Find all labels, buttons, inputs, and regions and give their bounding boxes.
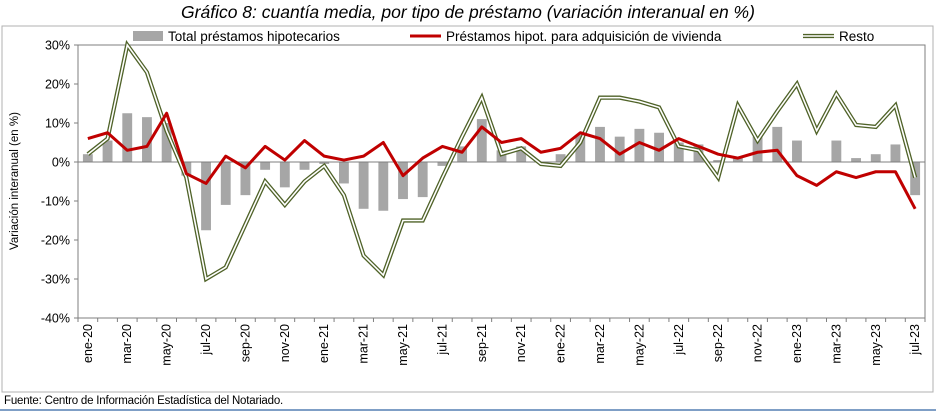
bar-ene-23 — [792, 140, 802, 162]
bar-mar-21 — [358, 162, 369, 209]
legend-label-resto: Resto — [839, 29, 874, 44]
bar-mar-20 — [122, 113, 133, 162]
x-tick-label-ene-22: ene-22 — [554, 324, 568, 363]
line-adquisicion-vivienda — [87, 111, 917, 210]
bar-may-22 — [634, 128, 645, 162]
bar-dic-22 — [772, 126, 783, 162]
bar-feb-22 — [575, 134, 586, 162]
bar-jun-22 — [654, 132, 665, 162]
x-tick-label-jul-20: jul-20 — [199, 324, 213, 356]
y-tick-label: 10% — [45, 117, 70, 131]
bar-abr-21 — [378, 162, 389, 211]
x-tick-label-mar-23: mar-23 — [829, 324, 843, 364]
bar-jul-21 — [437, 162, 448, 166]
x-tick-label-may-22: may-22 — [632, 324, 646, 366]
x-tick-label-sep-20: sep-20 — [238, 324, 252, 362]
bar-abr-22 — [614, 136, 625, 162]
bar-mar-22 — [595, 126, 605, 162]
x-tick-label-jul-23: jul-23 — [908, 324, 922, 356]
y-tick-label: -20% — [41, 234, 70, 248]
x-axis: ene-20 mar-20 may-20 jul-20 sep-20 nov-20 ene-… — [77, 318, 926, 366]
source-note: Fuente: Centro de Información Estadístic… — [4, 395, 284, 407]
x-tick-label-nov-22: nov-22 — [751, 324, 765, 362]
bar-ene-20 — [82, 154, 93, 162]
bar-abr-23 — [851, 158, 861, 162]
x-tick-label-nov-21: nov-21 — [514, 324, 528, 362]
bar-abr-20 — [142, 117, 152, 162]
bar-nov-20 — [279, 162, 290, 188]
y-tick-label: -10% — [41, 195, 70, 209]
bar-jul-20 — [201, 162, 211, 231]
bar-nov-22 — [752, 136, 763, 162]
bar-may-23 — [870, 154, 881, 162]
y-axis: 30% 20% 10% 0% -10% -20% -30% -40% — [41, 39, 78, 326]
bar-jun-21 — [417, 162, 428, 198]
x-tick-label-sep-22: sep-22 — [711, 324, 725, 362]
x-tick-label-ene-21: ene-21 — [317, 324, 331, 363]
bar-feb-21 — [338, 162, 349, 184]
bar-sep-20 — [240, 162, 251, 196]
bar-jul-22 — [673, 142, 684, 162]
bar-sep-21 — [476, 119, 487, 162]
line-resto — [87, 43, 916, 281]
bar-mar-23 — [831, 140, 842, 162]
bar-feb-20 — [102, 140, 113, 162]
chart-title: Gráfico 8: cuantía media, por tipo de pr… — [181, 2, 755, 22]
x-tick-label-may-21: may-21 — [396, 324, 410, 366]
legend: Total préstamos hipotecarios Préstamos hi… — [133, 29, 874, 44]
bar-jun-20 — [181, 162, 192, 176]
legend-label-vivienda: Préstamos hipot. para adquisición de viv… — [446, 29, 722, 44]
x-tick-label-mar-21: mar-21 — [357, 324, 371, 364]
x-tick-label-mar-22: mar-22 — [593, 324, 607, 364]
x-tick-label-ene-20: ene-20 — [81, 324, 95, 363]
series-lines — [86, 39, 918, 283]
bar-ene-22 — [555, 154, 566, 162]
bar-oct-22 — [732, 158, 743, 162]
bar-jun-23 — [890, 144, 901, 162]
y-tick-label: 0% — [52, 156, 70, 170]
bar-ago-20 — [220, 162, 231, 205]
bar-jul-23 — [910, 162, 921, 196]
x-tick-label-mar-20: mar-20 — [120, 324, 134, 364]
legend-label-total: Total préstamos hipotecarios — [168, 29, 340, 44]
x-tick-label-may-23: may-23 — [869, 324, 883, 366]
y-tick-label: -30% — [41, 273, 70, 287]
y-tick-label: -40% — [41, 312, 70, 326]
x-tick-label-jul-22: jul-22 — [672, 324, 686, 356]
x-tick-label-sep-21: sep-21 — [475, 324, 489, 362]
x-tick-label-may-20: may-20 — [160, 324, 174, 366]
y-tick-label: 20% — [45, 78, 70, 92]
bar-nov-21 — [516, 146, 527, 162]
legend-swatch-total — [133, 31, 163, 41]
x-tick-label-ene-23: ene-23 — [790, 324, 804, 363]
bar-sep-22 — [713, 160, 724, 162]
bar-ene-21 — [319, 162, 330, 164]
y-tick-label: 30% — [45, 39, 70, 53]
bar-dic-20 — [299, 162, 310, 170]
bottom-rule — [0, 409, 936, 411]
y-axis-label: Variación interanual (en %) — [9, 112, 21, 250]
x-tick-label-jul-21: jul-21 — [435, 324, 449, 356]
bar-oct-20 — [260, 162, 271, 170]
bar-ago-21 — [457, 146, 468, 162]
x-tick-label-nov-20: nov-20 — [278, 324, 292, 362]
bar-may-20 — [161, 123, 172, 162]
bar-may-21 — [398, 162, 408, 200]
